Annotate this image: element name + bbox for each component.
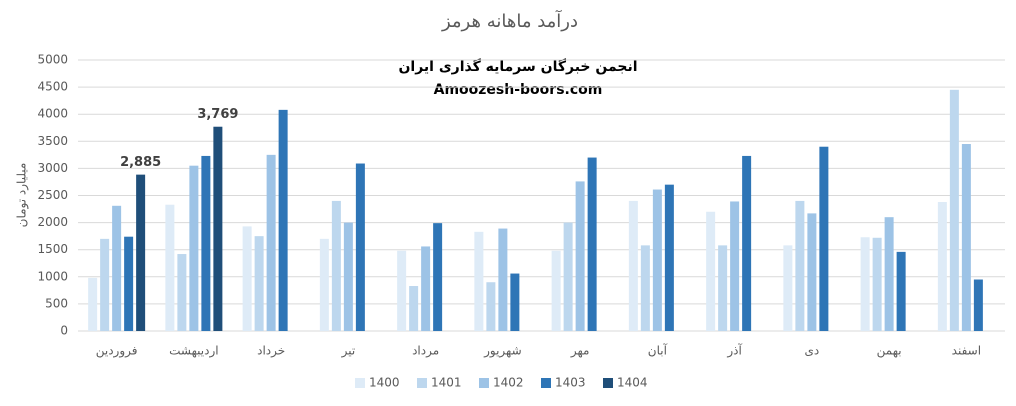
bar xyxy=(397,250,407,331)
legend-swatch xyxy=(479,378,489,388)
bar xyxy=(319,238,329,331)
bar xyxy=(331,200,341,331)
bar xyxy=(409,286,419,331)
legend-swatch xyxy=(541,378,551,388)
x-tick-label: تیر xyxy=(341,344,356,359)
bar xyxy=(124,236,134,331)
legend-label: 1404 xyxy=(617,376,648,390)
bar xyxy=(165,204,175,331)
bar xyxy=(819,146,829,331)
bar xyxy=(278,109,288,331)
bar xyxy=(177,254,187,331)
bar xyxy=(742,155,752,331)
y-tick-label: 4500 xyxy=(37,80,68,94)
bar xyxy=(973,279,983,331)
legend-label: 1403 xyxy=(555,376,586,390)
bar xyxy=(807,213,817,331)
legend-swatch xyxy=(603,378,613,388)
legend-label: 1401 xyxy=(431,376,462,390)
bar xyxy=(355,163,365,331)
bar xyxy=(718,245,728,331)
y-axis-label: میلیارد تومان xyxy=(15,163,30,228)
bar xyxy=(730,201,740,331)
x-tick-label: شهریور xyxy=(483,344,522,359)
bar xyxy=(474,231,484,331)
bar xyxy=(433,223,443,331)
bar xyxy=(486,282,496,331)
annotation: Amoozesh-boors.com xyxy=(434,82,603,98)
bar xyxy=(872,237,882,331)
bar xyxy=(664,184,674,331)
bar xyxy=(628,200,638,331)
y-tick-label: 2000 xyxy=(37,215,68,229)
x-tick-label: خرداد xyxy=(257,344,285,359)
bar xyxy=(213,126,223,331)
x-tick-label: بهمن xyxy=(877,344,902,359)
bar xyxy=(706,211,716,331)
x-tick-label: آذر xyxy=(726,343,742,359)
x-tick-label: مرداد xyxy=(412,344,439,359)
bar xyxy=(100,238,110,331)
y-tick-label: 4000 xyxy=(37,107,68,121)
legend-label: 1400 xyxy=(369,376,400,390)
bar xyxy=(795,200,805,331)
y-tick-label: 3000 xyxy=(37,161,68,175)
bar xyxy=(343,222,353,331)
bar xyxy=(961,144,971,331)
bar xyxy=(189,165,199,331)
legend-swatch xyxy=(355,378,365,388)
x-tick-label: دی xyxy=(805,344,820,358)
bar xyxy=(896,251,906,331)
bar xyxy=(587,157,597,331)
annotation: انجمن خبرگان سرمایه گذاری ایران xyxy=(398,58,637,75)
bar xyxy=(254,236,264,331)
bar xyxy=(266,154,276,331)
x-tick-label: آبان xyxy=(648,343,668,358)
legend-swatch xyxy=(417,378,427,388)
bar xyxy=(242,226,252,331)
bar xyxy=(498,228,508,331)
bar xyxy=(860,237,870,331)
y-tick-label: 1500 xyxy=(37,242,68,256)
bar xyxy=(88,277,98,331)
bar xyxy=(201,155,211,331)
bar xyxy=(136,174,146,331)
x-tick-label: مهر xyxy=(570,344,590,359)
bar xyxy=(563,222,573,331)
bar xyxy=(884,217,894,331)
y-tick-label: 0 xyxy=(60,324,68,338)
y-tick-label: 5000 xyxy=(37,53,68,67)
bar xyxy=(949,89,959,331)
legend-label: 1402 xyxy=(493,376,524,390)
x-tick-label: اردیبهشت xyxy=(169,344,218,359)
data-label: 2,885 xyxy=(120,155,161,170)
data-label: 3,769 xyxy=(197,107,238,122)
bar xyxy=(112,205,122,331)
y-tick-label: 2500 xyxy=(37,188,68,202)
y-tick-label: 1000 xyxy=(37,269,68,283)
bar xyxy=(937,202,947,331)
x-tick-label: فروردین xyxy=(96,344,138,359)
bar xyxy=(551,250,561,331)
bar xyxy=(652,189,662,331)
x-tick-label: اسفند xyxy=(952,344,981,358)
bar xyxy=(510,273,520,331)
y-tick-label: 3500 xyxy=(37,134,68,148)
bar xyxy=(575,181,585,331)
y-tick-label: 500 xyxy=(45,296,68,310)
bar xyxy=(783,245,793,331)
bar xyxy=(421,246,431,331)
bar xyxy=(640,245,650,331)
chart-title: درآمد ماهانه هرمز xyxy=(441,9,578,32)
